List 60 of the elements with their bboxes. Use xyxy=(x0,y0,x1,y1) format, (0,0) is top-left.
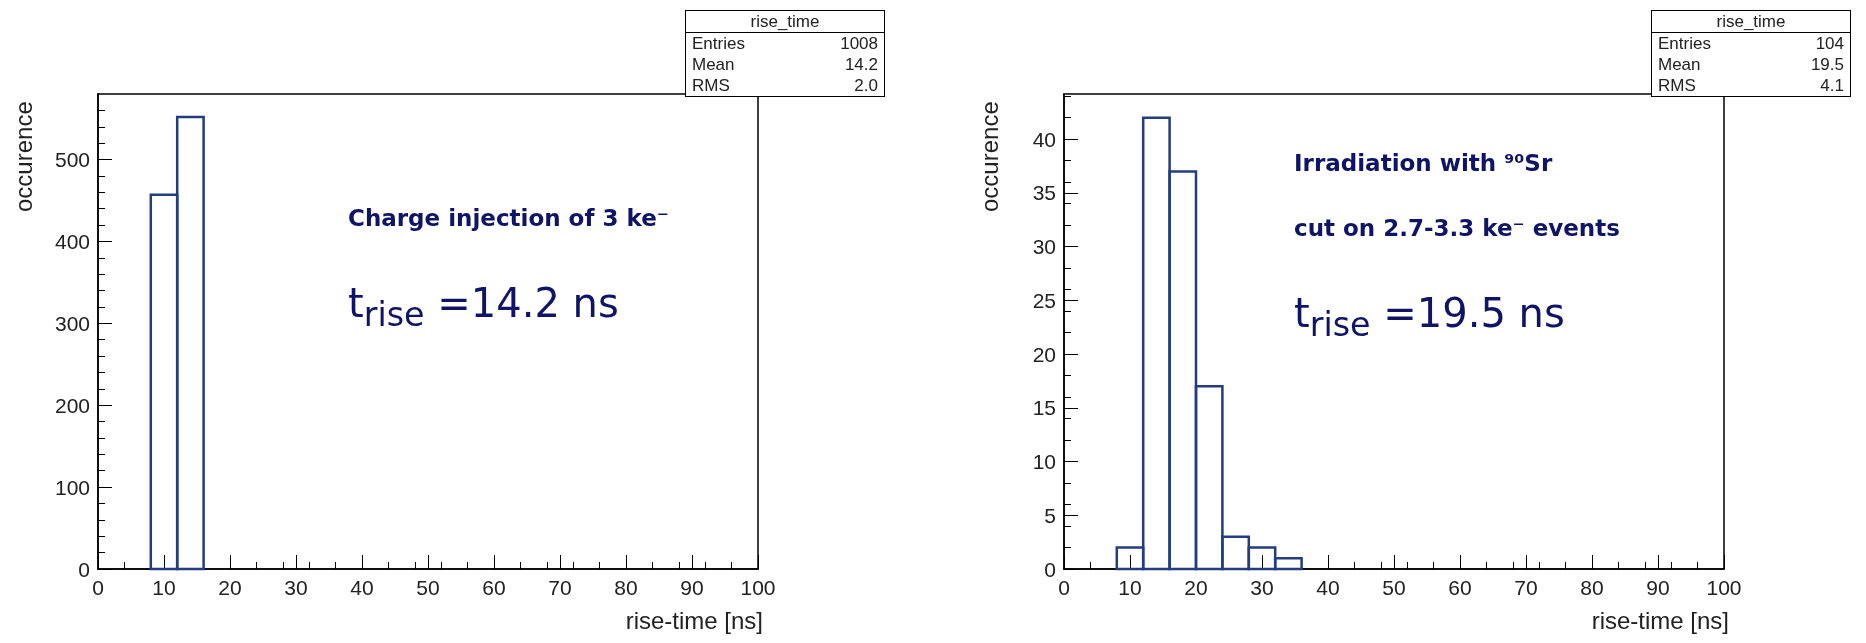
annotation: Charge injection of 3 ke⁻ xyxy=(348,205,669,231)
x-tick-label: 60 xyxy=(482,576,506,599)
x-axis-title: rise-time [ns] xyxy=(1591,607,1729,635)
y-tick-label: 400 xyxy=(54,229,90,253)
x-tick-label: 20 xyxy=(1184,576,1208,599)
x-tick-label: 0 xyxy=(92,576,104,599)
x-tick-label: 70 xyxy=(548,576,572,599)
x-tick-label: 10 xyxy=(152,576,176,599)
x-tick-label: 100 xyxy=(740,576,776,599)
x-tick-label: 100 xyxy=(1706,576,1742,599)
x-tick-label: 20 xyxy=(218,576,242,599)
text: Mean xyxy=(691,54,736,75)
text: 14.2 xyxy=(843,54,879,75)
y-tick-label: 5 xyxy=(1044,503,1056,527)
y-tick-label: 300 xyxy=(54,311,90,335)
text: 2.0 xyxy=(853,75,879,97)
x-tick-label: 50 xyxy=(1382,576,1406,599)
x-tick-label: 80 xyxy=(614,576,638,599)
x-tick-label: 90 xyxy=(680,576,704,599)
x-tick-label: 30 xyxy=(1250,576,1274,599)
text: 19.5 xyxy=(1809,54,1845,75)
annotation: RMS xyxy=(1657,75,1697,97)
x-tick-label: 0 xyxy=(1058,576,1070,599)
y-tick-label: 35 xyxy=(1032,181,1056,205)
y-axis-title: occurence xyxy=(976,101,1004,212)
y-tick-label: 20 xyxy=(1032,342,1056,366)
text: Entries xyxy=(691,33,746,54)
y-tick-label: 0 xyxy=(78,557,90,581)
y-tick-label: 25 xyxy=(1032,288,1056,312)
text: 4.1 xyxy=(1819,75,1845,97)
y-axis-title: occurence xyxy=(10,101,38,212)
y-tick-label: 0 xyxy=(1044,557,1056,581)
x-tick-label: 80 xyxy=(1580,576,1604,599)
y-tick-label: 10 xyxy=(1032,450,1056,474)
y-tick-label: 30 xyxy=(1032,235,1056,259)
y-tick-label: 200 xyxy=(54,393,90,417)
x-tick-label: 50 xyxy=(416,576,440,599)
x-axis-title: rise-time [ns] xyxy=(625,607,763,635)
y-tick-label: 100 xyxy=(54,475,90,499)
text: 104 xyxy=(1814,33,1845,54)
x-tick-label: 40 xyxy=(1316,576,1340,599)
y-tick-label: 40 xyxy=(1032,127,1056,151)
text: rise_time xyxy=(1651,10,1851,33)
annotation: t$_{rise}$ =14.2 ns xyxy=(348,280,619,334)
annotation: Irradiation with ⁹⁰Sr xyxy=(1294,150,1553,176)
annotation: t$_{rise}$ =19.5 ns xyxy=(1294,290,1565,344)
x-tick-label: 40 xyxy=(350,576,374,599)
y-tick-label: 15 xyxy=(1032,396,1056,420)
annotation: RMS xyxy=(691,75,731,97)
x-tick-label: 60 xyxy=(1448,576,1472,599)
x-tick-label: 90 xyxy=(1646,576,1670,599)
annotation: cut on 2.7-3.3 ke⁻ events xyxy=(1294,215,1620,241)
y-tick-label: 500 xyxy=(54,148,90,172)
x-tick-label: 10 xyxy=(1118,576,1142,599)
text: 1008 xyxy=(839,33,879,54)
x-tick-label: 70 xyxy=(1514,576,1538,599)
text: Entries xyxy=(1657,33,1712,54)
text: Mean xyxy=(1657,54,1702,75)
text: rise_time xyxy=(685,10,885,33)
x-tick-label: 30 xyxy=(284,576,308,599)
